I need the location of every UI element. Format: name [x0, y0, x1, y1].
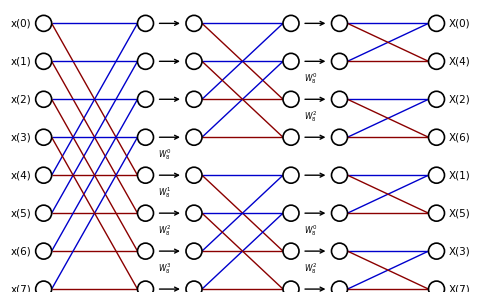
- Ellipse shape: [331, 243, 347, 259]
- Ellipse shape: [137, 167, 153, 183]
- Ellipse shape: [186, 15, 201, 31]
- Text: X(4): X(4): [448, 56, 469, 66]
- Text: $W_8^{2}$: $W_8^{2}$: [158, 223, 171, 238]
- Ellipse shape: [137, 243, 153, 259]
- Text: x(4): x(4): [11, 170, 31, 180]
- Text: $W_8^{3}$: $W_8^{3}$: [158, 261, 171, 276]
- Ellipse shape: [36, 15, 51, 31]
- Ellipse shape: [428, 129, 443, 145]
- Ellipse shape: [186, 91, 201, 107]
- Ellipse shape: [137, 53, 153, 69]
- Ellipse shape: [283, 243, 298, 259]
- Ellipse shape: [36, 205, 51, 221]
- Ellipse shape: [331, 205, 347, 221]
- Text: $W_8^{0}$: $W_8^{0}$: [158, 147, 171, 162]
- Text: $W_8^{0}$: $W_8^{0}$: [303, 72, 317, 86]
- Text: X(1): X(1): [448, 170, 469, 180]
- Ellipse shape: [186, 205, 201, 221]
- Ellipse shape: [331, 129, 347, 145]
- Ellipse shape: [428, 91, 443, 107]
- Text: X(2): X(2): [448, 94, 469, 104]
- Ellipse shape: [186, 129, 201, 145]
- Ellipse shape: [283, 15, 298, 31]
- Ellipse shape: [283, 129, 298, 145]
- Ellipse shape: [428, 15, 443, 31]
- Text: x(7): x(7): [11, 284, 31, 292]
- Ellipse shape: [36, 91, 51, 107]
- Ellipse shape: [137, 91, 153, 107]
- Ellipse shape: [428, 243, 443, 259]
- Ellipse shape: [36, 167, 51, 183]
- Ellipse shape: [137, 281, 153, 292]
- Ellipse shape: [283, 205, 298, 221]
- Text: $W_8^{2}$: $W_8^{2}$: [303, 261, 317, 276]
- Text: X(3): X(3): [448, 246, 469, 256]
- Text: X(6): X(6): [448, 132, 469, 142]
- Ellipse shape: [331, 53, 347, 69]
- Text: x(1): x(1): [11, 56, 31, 66]
- Ellipse shape: [36, 129, 51, 145]
- Text: X(0): X(0): [448, 18, 469, 28]
- Text: x(0): x(0): [11, 18, 31, 28]
- Ellipse shape: [331, 281, 347, 292]
- Ellipse shape: [428, 167, 443, 183]
- Text: x(5): x(5): [11, 208, 31, 218]
- Ellipse shape: [36, 53, 51, 69]
- Text: $W_8^{1}$: $W_8^{1}$: [158, 185, 171, 200]
- Ellipse shape: [428, 281, 443, 292]
- Ellipse shape: [36, 243, 51, 259]
- Ellipse shape: [428, 205, 443, 221]
- Ellipse shape: [331, 167, 347, 183]
- Ellipse shape: [137, 129, 153, 145]
- Text: x(2): x(2): [11, 94, 31, 104]
- Ellipse shape: [283, 281, 298, 292]
- Ellipse shape: [331, 15, 347, 31]
- Text: X(7): X(7): [448, 284, 469, 292]
- Ellipse shape: [283, 53, 298, 69]
- Text: X(5): X(5): [448, 208, 469, 218]
- Ellipse shape: [137, 205, 153, 221]
- Ellipse shape: [186, 243, 201, 259]
- Ellipse shape: [331, 91, 347, 107]
- Ellipse shape: [283, 167, 298, 183]
- Ellipse shape: [283, 91, 298, 107]
- Ellipse shape: [36, 281, 51, 292]
- Text: $W_8^{2}$: $W_8^{2}$: [303, 110, 317, 124]
- Ellipse shape: [186, 167, 201, 183]
- Text: x(6): x(6): [11, 246, 31, 256]
- Text: x(3): x(3): [11, 132, 31, 142]
- Ellipse shape: [186, 53, 201, 69]
- Ellipse shape: [137, 15, 153, 31]
- Ellipse shape: [428, 53, 443, 69]
- Text: $W_8^{0}$: $W_8^{0}$: [303, 223, 317, 238]
- Ellipse shape: [186, 281, 201, 292]
